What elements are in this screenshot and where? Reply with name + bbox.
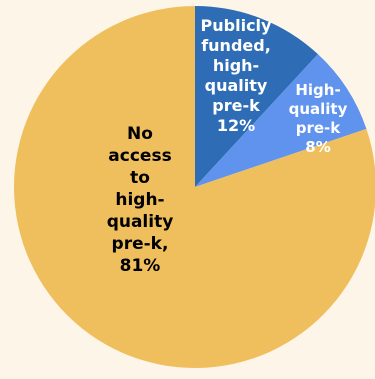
- pie-label-line: No: [127, 124, 153, 144]
- pie-label-line: Publicly: [201, 16, 273, 35]
- pie-label-line: funded,: [201, 36, 271, 55]
- pie-label-line: 8%: [305, 138, 330, 156]
- pie-label-line: quality: [107, 212, 174, 232]
- pie-slice-1: [195, 6, 318, 187]
- pie-label-line: 12%: [217, 116, 255, 135]
- pie-label-line: access: [108, 146, 171, 166]
- pie-label-line: high-: [213, 56, 259, 75]
- pie-label-line: pre-k: [296, 119, 342, 137]
- pie-label-line: quality: [205, 76, 268, 95]
- pie-label-line: 81%: [120, 256, 161, 276]
- pie-label-line: pre-k,: [112, 234, 169, 254]
- pie-label-line: high-: [115, 190, 164, 210]
- pie-label-line: quality: [289, 100, 348, 118]
- pie-slice-3: [14, 6, 375, 368]
- pie-slice-2: [195, 54, 367, 187]
- pie-label-line: pre-k: [212, 96, 260, 115]
- pie-label-line: High-: [295, 81, 340, 99]
- pie-label-line: to: [130, 168, 150, 188]
